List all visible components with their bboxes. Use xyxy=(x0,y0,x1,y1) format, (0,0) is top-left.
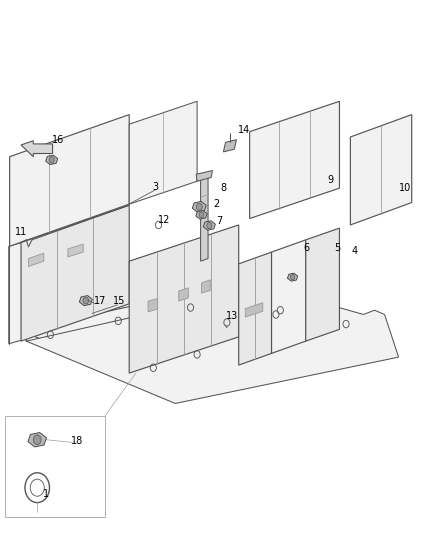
Text: 12: 12 xyxy=(158,215,170,224)
Text: 9: 9 xyxy=(328,175,334,185)
Polygon shape xyxy=(129,225,239,373)
Polygon shape xyxy=(306,228,339,341)
Text: 16: 16 xyxy=(52,135,64,144)
Polygon shape xyxy=(79,296,92,305)
Text: 13: 13 xyxy=(226,311,238,320)
Polygon shape xyxy=(350,115,412,225)
Polygon shape xyxy=(68,244,83,257)
Text: 14: 14 xyxy=(238,125,251,134)
Polygon shape xyxy=(203,221,215,230)
Text: 18: 18 xyxy=(71,437,83,446)
Polygon shape xyxy=(192,201,206,212)
Polygon shape xyxy=(5,416,105,517)
Text: 17: 17 xyxy=(94,296,106,306)
Polygon shape xyxy=(9,243,22,344)
Polygon shape xyxy=(223,140,237,152)
Text: 10: 10 xyxy=(399,183,411,192)
Circle shape xyxy=(196,203,202,211)
Polygon shape xyxy=(10,115,129,246)
Polygon shape xyxy=(287,273,298,281)
Polygon shape xyxy=(201,176,208,261)
Text: 8: 8 xyxy=(220,183,226,192)
Polygon shape xyxy=(250,101,339,219)
Circle shape xyxy=(49,157,54,163)
Circle shape xyxy=(207,222,212,229)
Text: 4: 4 xyxy=(352,246,358,255)
Polygon shape xyxy=(22,284,383,401)
Text: 15: 15 xyxy=(113,296,126,306)
Polygon shape xyxy=(26,290,399,403)
Text: 11: 11 xyxy=(15,227,27,237)
Text: 2: 2 xyxy=(214,199,220,209)
Circle shape xyxy=(199,212,204,217)
Circle shape xyxy=(33,435,41,445)
Text: 3: 3 xyxy=(152,182,159,191)
Polygon shape xyxy=(272,240,306,353)
Polygon shape xyxy=(31,437,44,443)
Polygon shape xyxy=(28,432,46,447)
Polygon shape xyxy=(196,211,207,219)
Text: 6: 6 xyxy=(304,243,310,253)
Polygon shape xyxy=(245,303,263,317)
Circle shape xyxy=(83,297,88,304)
Polygon shape xyxy=(21,205,129,341)
Text: 7: 7 xyxy=(216,216,222,226)
Polygon shape xyxy=(179,288,188,301)
Polygon shape xyxy=(201,280,210,293)
Text: 5: 5 xyxy=(334,243,340,253)
Polygon shape xyxy=(239,252,272,365)
Polygon shape xyxy=(28,253,44,266)
Text: 1: 1 xyxy=(43,489,49,499)
Polygon shape xyxy=(21,141,53,157)
Polygon shape xyxy=(196,171,212,181)
Circle shape xyxy=(290,274,295,280)
Polygon shape xyxy=(46,155,58,165)
Polygon shape xyxy=(129,101,197,204)
Polygon shape xyxy=(148,298,158,312)
